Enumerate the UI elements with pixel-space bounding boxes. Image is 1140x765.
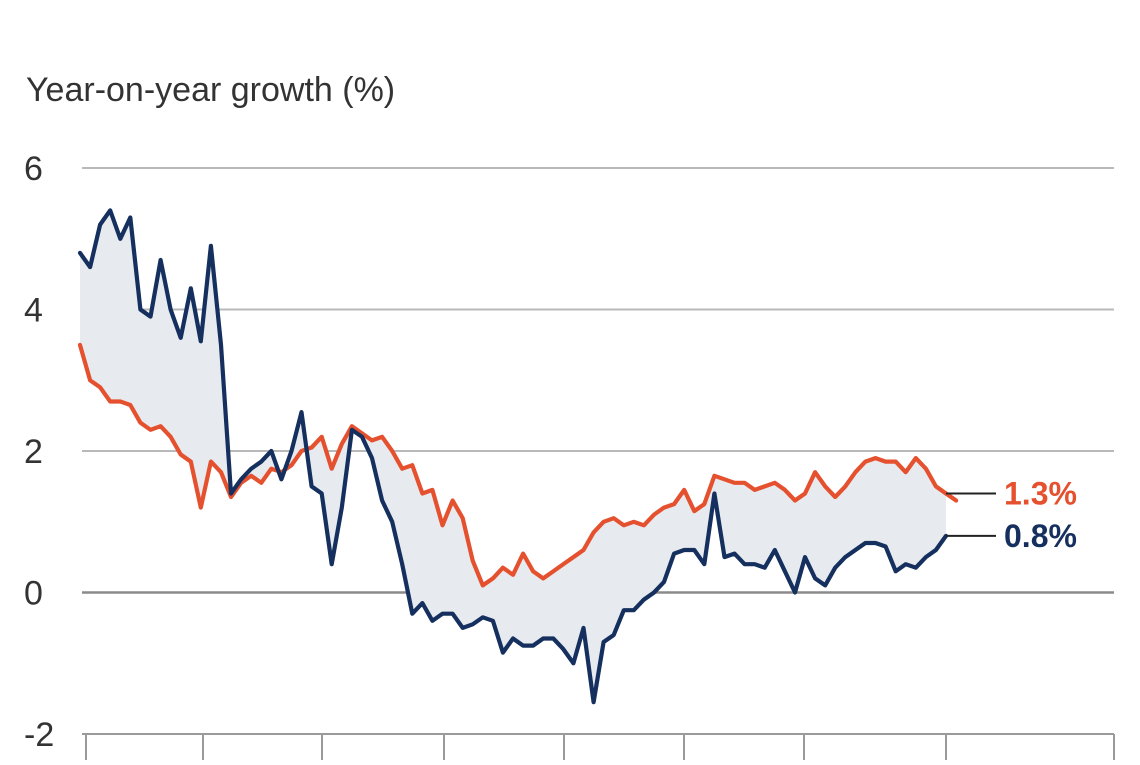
y-tick-6: 6 [24,150,43,188]
series-lines [77,208,959,705]
y-tick-labels: -2 0 2 4 6 [24,150,54,754]
shaded-band [80,210,946,703]
y-tick-2: 2 [24,433,43,471]
series-blue-end-label: 0.8% [1004,518,1077,554]
y-tick-4: 4 [24,292,43,330]
grid [82,167,1114,735]
series-red-end-label: 1.3% [1004,475,1077,511]
end-labels: 1.3% 0.8% [946,475,1077,554]
series-red-line [77,342,959,588]
band-area [80,210,946,703]
y-tick--2: -2 [24,716,54,754]
x-axis-ticks [85,734,1115,760]
y-axis-title: Year-on-year growth (%) [26,71,395,109]
y-tick-0: 0 [24,575,43,613]
series-blue-line [77,208,949,705]
